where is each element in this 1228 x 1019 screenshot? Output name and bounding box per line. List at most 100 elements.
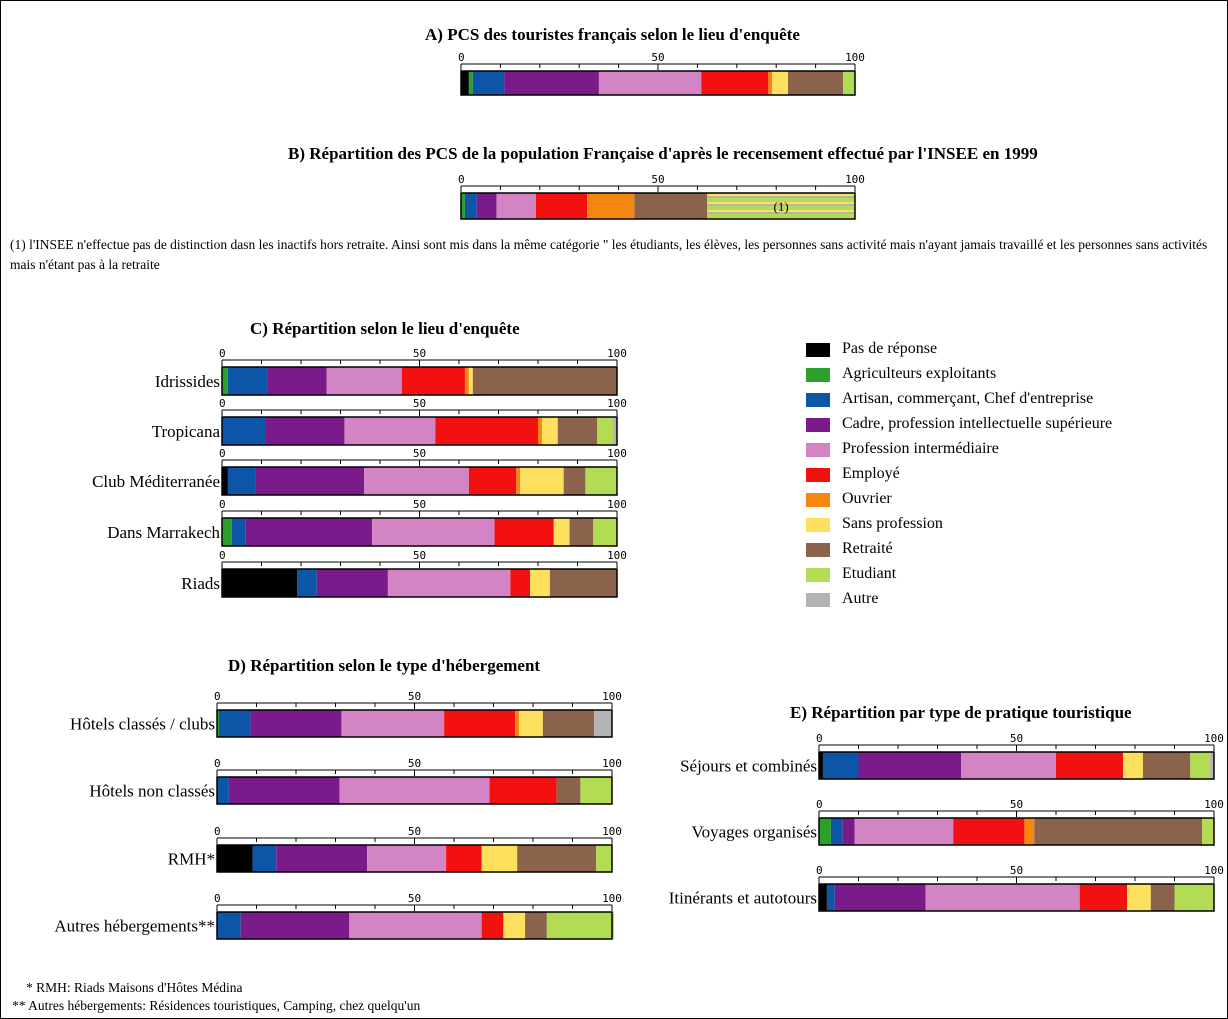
bar-segment-etudiant <box>597 417 614 445</box>
tick-label: 50 <box>408 825 421 838</box>
legend-label: Profession intermédiaire <box>842 440 999 457</box>
bar-segment-prof-inter <box>854 818 954 845</box>
bar-segment-retraite <box>556 777 581 804</box>
tick-label: 0 <box>458 51 465 64</box>
bar-segment-sans-profession <box>541 417 558 445</box>
tick-label: 0 <box>214 825 221 838</box>
legend-swatch <box>806 493 830 507</box>
category-label: Club Méditerranée <box>92 472 220 491</box>
bar-segment-retraite <box>549 569 617 597</box>
bar-segment-employe <box>1079 884 1128 911</box>
bar-segment-etudiant <box>843 71 855 95</box>
bar-segment-retraite <box>634 193 708 219</box>
bar-segment-agriculteurs <box>819 818 831 845</box>
bar-segment-artisan <box>472 71 505 95</box>
tick-label: 50 <box>651 173 664 186</box>
bar-segment-prof-inter <box>341 710 445 737</box>
category-label: Dans Marrakech <box>107 523 220 542</box>
bar-segment-prof-inter <box>364 467 469 495</box>
bar-segment-etudiant <box>1174 884 1214 911</box>
insee-note: (1) l'INSEE n'effectue pas de distinctio… <box>10 237 1208 272</box>
tick-label: 0 <box>816 864 823 877</box>
category-label: Autres hébergements** <box>54 917 215 936</box>
legend-label: Retraité <box>842 540 893 557</box>
bar-segment-agriculteurs <box>468 71 473 95</box>
chart-title-c: C) Répartition selon le lieu d'enquête <box>250 319 520 338</box>
bar-segment-artisan <box>464 193 477 219</box>
bar-segment-ouvrier <box>768 71 773 95</box>
bar-outline <box>460 70 856 96</box>
tick-label: 0 <box>219 447 226 460</box>
bar-segment-artisan <box>830 818 843 845</box>
bar-segment-employe <box>953 818 1025 845</box>
bar-outline <box>221 568 618 598</box>
bar-outline <box>818 883 1215 912</box>
tick-label: 100 <box>602 690 622 703</box>
bar-segment-sans-profession <box>1123 752 1143 779</box>
tick-label: 100 <box>1204 864 1224 877</box>
bar-segment-retraite <box>472 367 617 395</box>
tick-label: 100 <box>1204 798 1224 811</box>
legend-label: Pas de réponse <box>842 340 938 357</box>
legend-label: Sans profession <box>842 515 943 532</box>
tick-label: 50 <box>408 757 421 770</box>
chart-b: 0 50 100 (1) <box>458 173 865 220</box>
tick-label: 0 <box>458 173 465 186</box>
bar-segment-pas-de-reponse <box>461 71 469 95</box>
bar-segment-prof-inter <box>925 884 1080 911</box>
bar-segment-sans-profession <box>481 845 518 872</box>
legend-label: Agriculteurs exploitants <box>842 365 997 382</box>
bar-segment-etudiant <box>580 777 612 804</box>
tick-label: 50 <box>413 498 426 511</box>
category-label: Idrissides <box>155 372 220 391</box>
category-label: Riads <box>181 574 220 593</box>
tick-label: 100 <box>607 397 627 410</box>
chart-title-e: E) Répartition par type de pratique tour… <box>790 703 1132 722</box>
bar-segment-cadre <box>228 777 340 804</box>
bar-segment-pas-de-reponse <box>217 845 253 872</box>
bar-segment-employe <box>535 193 588 219</box>
bar-segment-ouvrier <box>1024 818 1035 845</box>
footnote-autres: ** Autres hébergements: Résidences touri… <box>12 998 421 1013</box>
bar-outline <box>460 192 856 220</box>
bar-segment-retraite <box>1034 818 1203 845</box>
legend-swatch <box>806 518 830 532</box>
bar-segment-cadre <box>255 467 365 495</box>
bar-segment-artisan <box>822 752 859 779</box>
tick-label: 50 <box>1010 798 1023 811</box>
bar-segment-artisan <box>217 777 229 804</box>
tick-label: 0 <box>219 549 226 562</box>
bar-segment-etudiant <box>1190 752 1211 779</box>
chart-d: 0 50 100 Hôtels classés / clubs 0 50 100 Hôtels… <box>54 690 622 940</box>
tick-label: 100 <box>607 347 627 360</box>
bar-segment-cadre <box>842 818 855 845</box>
bar-outline <box>216 844 613 873</box>
bar-segment-employe <box>481 912 504 939</box>
tick-label: 0 <box>214 757 221 770</box>
bar-segment-ouvrier <box>538 417 542 445</box>
tick-label: 100 <box>602 892 622 905</box>
bar-segment-sans-profession <box>519 710 543 737</box>
legend-swatch <box>806 443 830 457</box>
bar-segment-prof-inter <box>367 845 447 872</box>
bar-segment-agriculteurs <box>222 367 228 395</box>
tick-label: 0 <box>816 798 823 811</box>
bar-segment-etudiant <box>596 845 612 872</box>
bar-segment-cadre <box>250 710 342 737</box>
bar-segment-sans-profession <box>772 71 789 95</box>
bar-segment-sans-profession <box>468 367 473 395</box>
bar-segment-agriculteurs <box>461 193 465 219</box>
bar-segment-employe <box>494 518 554 546</box>
footnote-rmh: * RMH: Riads Maisons d'Hôtes Médina <box>26 980 243 995</box>
legend-swatch <box>806 393 830 407</box>
bar-segment-artisan <box>217 912 241 939</box>
bar-segment-autre <box>613 417 617 445</box>
bar-outline <box>216 709 613 738</box>
bar-segment-ouvrier <box>516 467 521 495</box>
category-label: Séjours et combinés <box>680 757 817 776</box>
bar-segment-sans-profession <box>1127 884 1151 911</box>
bar-segment-artisan <box>218 710 251 737</box>
bar-segment-prof-inter <box>961 752 1056 779</box>
bar-segment-etudiant <box>585 467 617 495</box>
